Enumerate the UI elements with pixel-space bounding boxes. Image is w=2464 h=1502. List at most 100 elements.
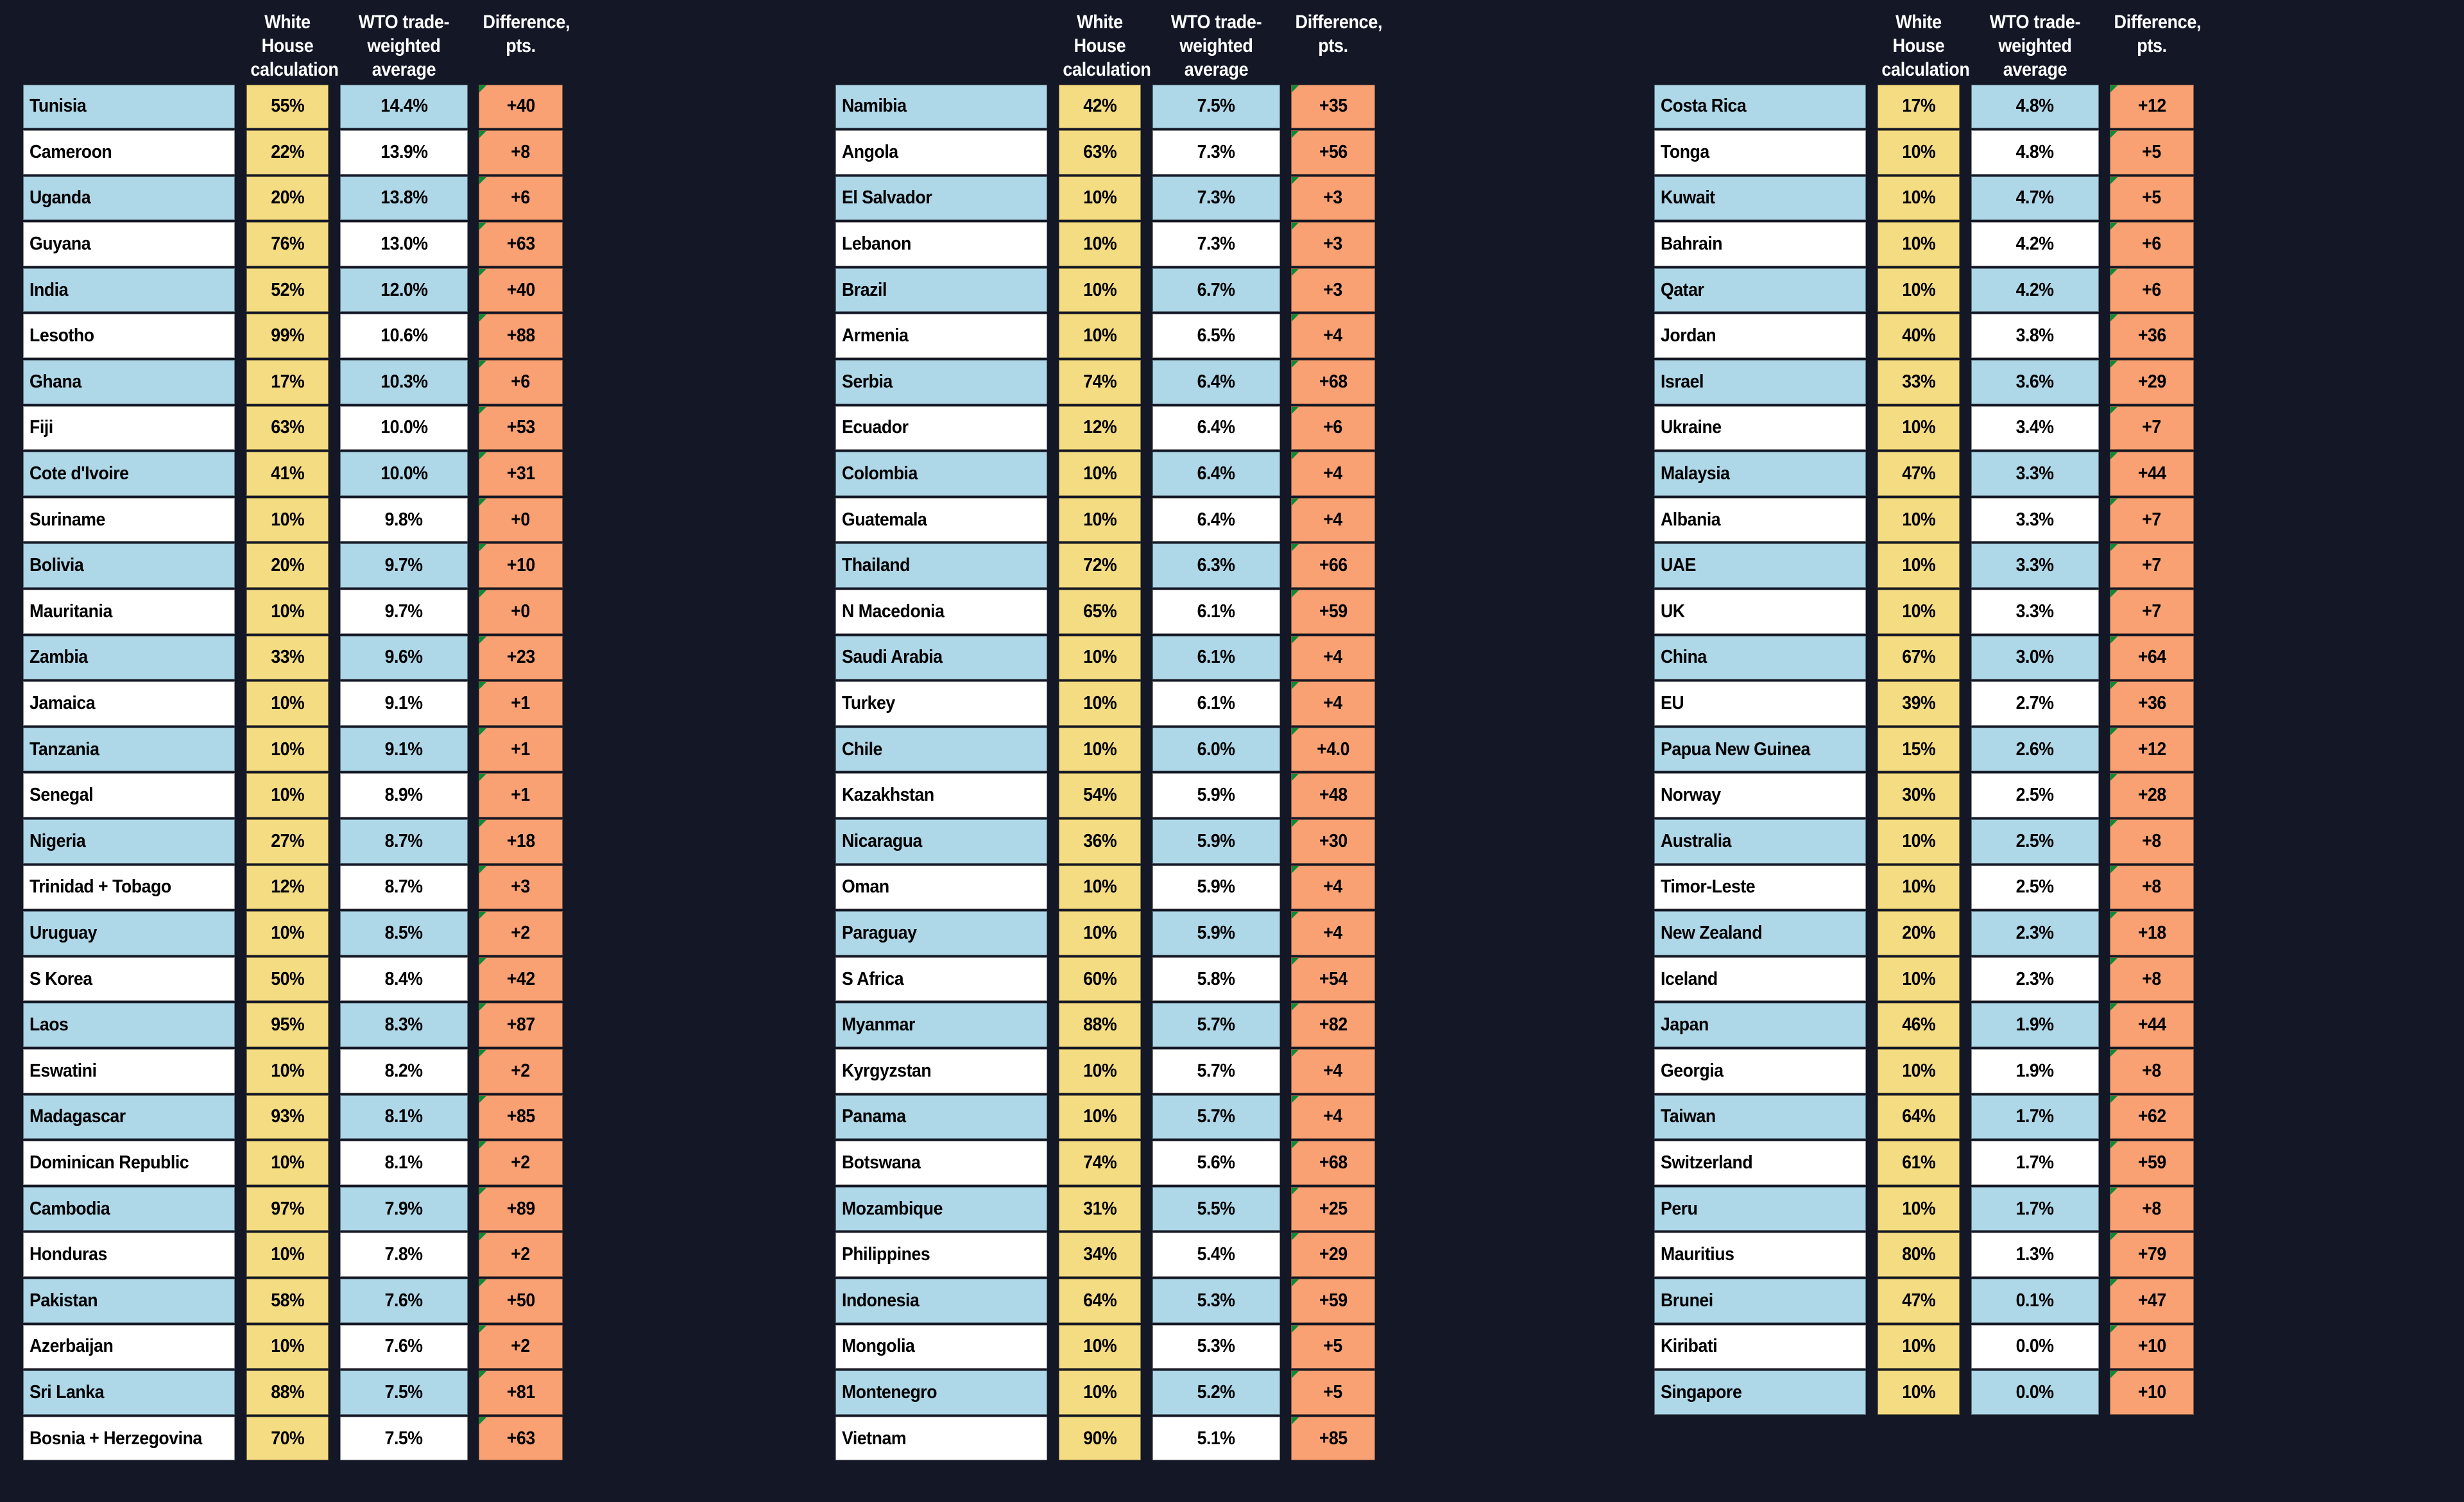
- table-row[interactable]: Tanzania 10% 9.1% +1: [23, 726, 816, 772]
- cell-country[interactable]: Georgia: [1654, 1048, 1866, 1093]
- cell-difference[interactable]: +7: [2110, 543, 2194, 588]
- cell-country[interactable]: Senegal: [23, 773, 235, 817]
- table-row[interactable]: Chile 10% 6.0% +4.0: [835, 726, 1635, 772]
- cell-white-house[interactable]: 27%: [246, 819, 329, 864]
- table-row[interactable]: UK 10% 3.3% +7: [1654, 589, 2464, 635]
- table-row[interactable]: Australia 10% 2.5% +8: [1654, 819, 2464, 865]
- cell-wto[interactable]: 9.7%: [340, 590, 468, 634]
- cell-white-house[interactable]: 52%: [246, 268, 329, 312]
- cell-white-house[interactable]: 31%: [1059, 1186, 1141, 1231]
- cell-white-house[interactable]: 10%: [246, 773, 329, 817]
- table-row[interactable]: China 67% 3.0% +64: [1654, 635, 2464, 681]
- cell-difference[interactable]: +4: [1291, 452, 1375, 496]
- table-row[interactable]: Taiwan 64% 1.7% +62: [1654, 1094, 2464, 1140]
- table-row[interactable]: Cameroon 22% 13.9% +8: [23, 130, 816, 176]
- cell-white-house[interactable]: 10%: [1878, 590, 1960, 634]
- cell-wto[interactable]: 5.9%: [1152, 911, 1280, 955]
- table-row[interactable]: Namibia 42% 7.5% +35: [835, 83, 1635, 130]
- cell-difference[interactable]: +4: [1291, 1095, 1375, 1139]
- table-row[interactable]: Pakistan 58% 7.6% +50: [23, 1277, 816, 1324]
- cell-country[interactable]: China: [1654, 635, 1866, 680]
- table-row[interactable]: Kiribati 10% 0.0% +10: [1654, 1324, 2464, 1370]
- cell-wto[interactable]: 9.1%: [340, 727, 468, 772]
- cell-country[interactable]: Uganda: [23, 176, 235, 221]
- cell-white-house[interactable]: 58%: [246, 1278, 329, 1323]
- cell-difference[interactable]: +1: [479, 727, 563, 772]
- cell-wto[interactable]: 8.4%: [340, 957, 468, 1002]
- cell-wto[interactable]: 4.2%: [1971, 268, 2099, 312]
- cell-wto[interactable]: 7.5%: [1152, 84, 1280, 129]
- cell-country[interactable]: Papua New Guinea: [1654, 727, 1866, 772]
- cell-country[interactable]: Iceland: [1654, 957, 1866, 1002]
- cell-difference[interactable]: +6: [479, 176, 563, 221]
- cell-country[interactable]: India: [23, 268, 235, 312]
- table-row[interactable]: Myanmar 88% 5.7% +82: [835, 1002, 1635, 1048]
- cell-wto[interactable]: 6.4%: [1152, 452, 1280, 496]
- cell-wto[interactable]: 14.4%: [340, 84, 468, 129]
- cell-white-house[interactable]: 10%: [1878, 1370, 1960, 1415]
- cell-white-house[interactable]: 20%: [1878, 911, 1960, 955]
- cell-country[interactable]: Albania: [1654, 497, 1866, 542]
- cell-country[interactable]: Australia: [1654, 819, 1866, 864]
- cell-white-house[interactable]: 72%: [1059, 543, 1141, 588]
- cell-white-house[interactable]: 70%: [246, 1416, 329, 1461]
- cell-white-house[interactable]: 10%: [1059, 1048, 1141, 1093]
- table-row[interactable]: Albania 10% 3.3% +7: [1654, 497, 2464, 543]
- cell-difference[interactable]: +23: [479, 635, 563, 680]
- cell-difference[interactable]: +64: [2110, 635, 2194, 680]
- cell-country[interactable]: Oman: [835, 865, 1047, 910]
- cell-difference[interactable]: +2: [479, 1141, 563, 1185]
- cell-white-house[interactable]: 33%: [1878, 360, 1960, 404]
- cell-difference[interactable]: +7: [2110, 405, 2194, 450]
- table-row[interactable]: Botswana 74% 5.6% +68: [835, 1140, 1635, 1186]
- cell-wto[interactable]: 5.2%: [1152, 1370, 1280, 1415]
- table-row[interactable]: Vietnam 90% 5.1% +85: [835, 1415, 1635, 1462]
- cell-difference[interactable]: +28: [2110, 773, 2194, 817]
- cell-white-house[interactable]: 10%: [1878, 497, 1960, 542]
- table-row[interactable]: Madagascar 93% 8.1% +85: [23, 1094, 816, 1140]
- cell-wto[interactable]: 0.0%: [1971, 1324, 2099, 1369]
- cell-difference[interactable]: +8: [2110, 1186, 2194, 1231]
- cell-white-house[interactable]: 88%: [246, 1370, 329, 1415]
- cell-wto[interactable]: 1.9%: [1971, 1048, 2099, 1093]
- cell-difference[interactable]: +48: [1291, 773, 1375, 817]
- cell-difference[interactable]: +62: [2110, 1095, 2194, 1139]
- table-row[interactable]: Jordan 40% 3.8% +36: [1654, 313, 2464, 359]
- table-row[interactable]: Kyrgyzstan 10% 5.7% +4: [835, 1048, 1635, 1094]
- cell-white-house[interactable]: 10%: [246, 497, 329, 542]
- cell-wto[interactable]: 7.6%: [340, 1278, 468, 1323]
- cell-difference[interactable]: +4: [1291, 635, 1375, 680]
- cell-difference[interactable]: +68: [1291, 1141, 1375, 1185]
- cell-wto[interactable]: 1.7%: [1971, 1141, 2099, 1185]
- table-row[interactable]: Colombia 10% 6.4% +4: [835, 451, 1635, 497]
- cell-white-house[interactable]: 10%: [1878, 268, 1960, 312]
- cell-white-house[interactable]: 39%: [1878, 681, 1960, 726]
- cell-wto[interactable]: 5.7%: [1152, 1095, 1280, 1139]
- cell-country[interactable]: Qatar: [1654, 268, 1866, 312]
- cell-country[interactable]: Kazakhstan: [835, 773, 1047, 817]
- table-row[interactable]: Azerbaijan 10% 7.6% +2: [23, 1324, 816, 1370]
- table-row[interactable]: Thailand 72% 6.3% +66: [835, 543, 1635, 589]
- cell-white-house[interactable]: 50%: [246, 957, 329, 1002]
- cell-country[interactable]: Cote d'Ivoire: [23, 452, 235, 496]
- cell-white-house[interactable]: 10%: [1878, 543, 1960, 588]
- cell-country[interactable]: N Macedonia: [835, 590, 1047, 634]
- cell-country[interactable]: Serbia: [835, 360, 1047, 404]
- cell-difference[interactable]: +10: [2110, 1370, 2194, 1415]
- table-row[interactable]: Malaysia 47% 3.3% +44: [1654, 451, 2464, 497]
- table-row[interactable]: Guatemala 10% 6.4% +4: [835, 497, 1635, 543]
- cell-country[interactable]: Colombia: [835, 452, 1047, 496]
- cell-difference[interactable]: +1: [479, 681, 563, 726]
- cell-difference[interactable]: +12: [2110, 84, 2194, 129]
- cell-difference[interactable]: +50: [479, 1278, 563, 1323]
- cell-country[interactable]: Paraguay: [835, 911, 1047, 955]
- cell-difference[interactable]: +4: [1291, 314, 1375, 359]
- cell-white-house[interactable]: 20%: [246, 176, 329, 221]
- cell-difference[interactable]: +31: [479, 452, 563, 496]
- table-row[interactable]: Fiji 63% 10.0% +53: [23, 405, 816, 451]
- cell-white-house[interactable]: 10%: [1059, 635, 1141, 680]
- cell-country[interactable]: Bolivia: [23, 543, 235, 588]
- cell-country[interactable]: Azerbaijan: [23, 1324, 235, 1369]
- cell-wto[interactable]: 6.3%: [1152, 543, 1280, 588]
- table-row[interactable]: Papua New Guinea 15% 2.6% +12: [1654, 726, 2464, 772]
